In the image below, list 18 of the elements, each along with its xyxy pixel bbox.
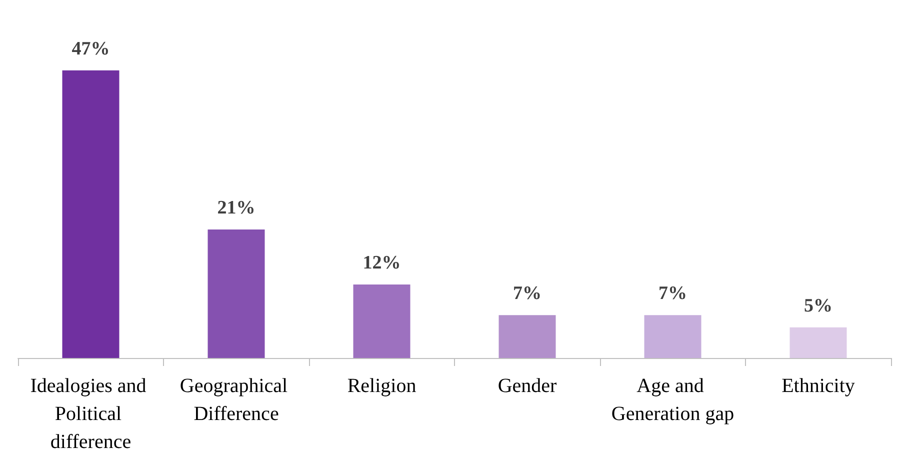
data-label: 5% — [804, 295, 832, 316]
x-tick-label: Ethnicity — [782, 375, 855, 397]
x-tick-label: Gender — [498, 375, 558, 397]
x-tick-label: Idealogies and Political difference — [30, 375, 152, 453]
bar — [208, 229, 265, 358]
data-label: 7% — [658, 283, 687, 304]
bar — [498, 315, 556, 358]
x-tick-label: Geographical Difference — [180, 375, 293, 425]
data-label: 21% — [217, 197, 256, 218]
data-label: 47% — [72, 38, 110, 60]
bar — [790, 327, 847, 358]
data-label: 12% — [362, 252, 401, 274]
x-tick-label: Age and Generation gap — [611, 375, 734, 425]
bar — [62, 70, 120, 358]
bar — [353, 284, 410, 358]
bar — [644, 315, 702, 358]
x-tick-label: Religion — [347, 375, 416, 397]
data-label: 7% — [513, 283, 542, 304]
